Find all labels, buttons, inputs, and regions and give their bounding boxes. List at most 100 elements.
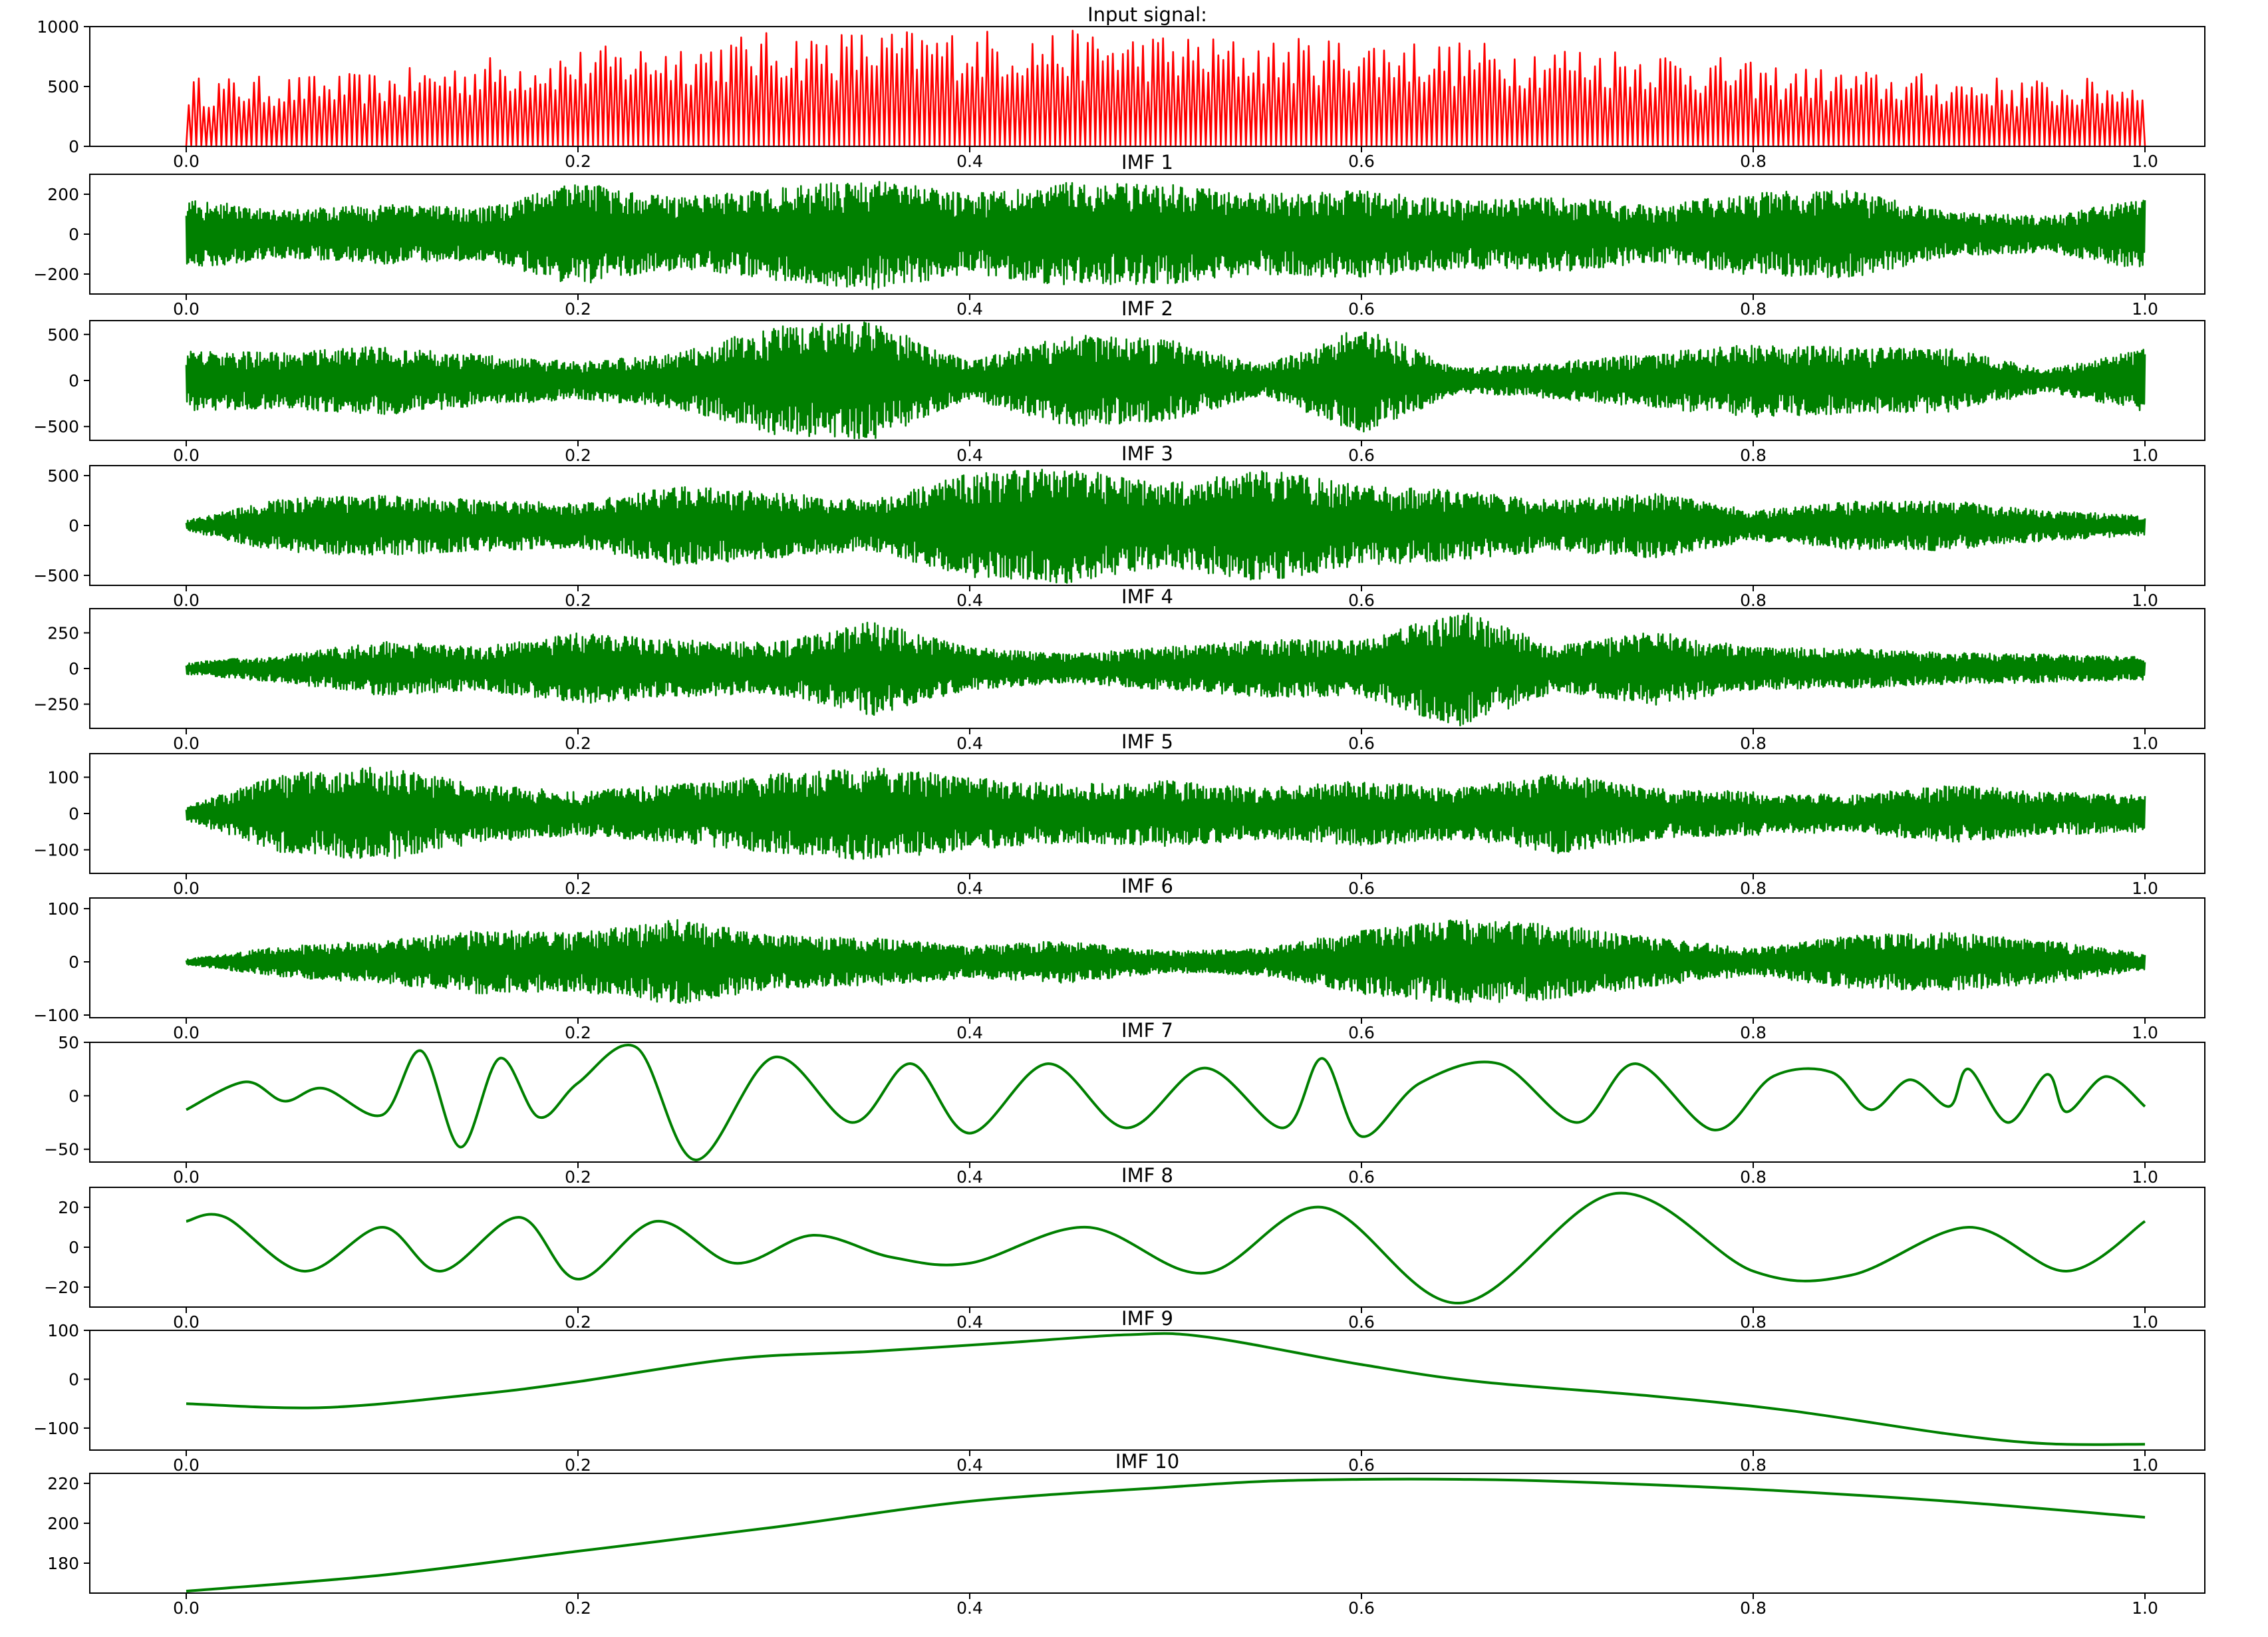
- y-tick-label: 50: [58, 1033, 79, 1052]
- axes-frame: [89, 1330, 2205, 1451]
- x-tick-label: 1.0: [2132, 734, 2158, 753]
- y-tick-label: 0: [69, 953, 79, 972]
- x-tick-label: 0.2: [565, 1312, 591, 1332]
- panel-title: Input signal:: [1087, 3, 1207, 26]
- x-tick-label: 0.8: [1740, 152, 1767, 171]
- y-tick-label: −250: [33, 695, 79, 714]
- panel-title: IMF 6: [1121, 875, 1173, 897]
- y-tick-label: 20: [58, 1198, 79, 1217]
- panel-title: IMF 5: [1121, 730, 1173, 753]
- x-tick-label: 0.4: [956, 591, 983, 610]
- x-tick-label: 1.0: [2132, 1455, 2158, 1475]
- imf-panel-5: IMF 5 −100 0 100 0.0 0.2 0.4 0.6 0.8 1.0: [33, 730, 2205, 898]
- x-tick-label: 0.6: [1348, 1023, 1375, 1042]
- x-tick-label: 0.4: [956, 1598, 983, 1618]
- x-tick-label: 0.0: [173, 1312, 200, 1332]
- x-tick-label: 0.2: [565, 1167, 591, 1187]
- x-tick-label: 0.8: [1740, 591, 1767, 610]
- x-tick-label: 0.4: [956, 734, 983, 753]
- series-line: [186, 1044, 2146, 1161]
- y-tick-label: 0: [69, 659, 79, 678]
- x-tick-label: 0.8: [1740, 1312, 1767, 1332]
- x-tick-label: 0.8: [1740, 1023, 1767, 1042]
- x-tick-label: 0.2: [565, 446, 591, 465]
- x-tick-label: 0.8: [1740, 446, 1767, 465]
- panel-title: IMF 8: [1121, 1164, 1173, 1187]
- series-line: [186, 1191, 2146, 1305]
- y-tick-label: 0: [69, 1370, 79, 1389]
- y-tick-label: 0: [69, 1238, 79, 1257]
- x-tick-label: 0.0: [173, 879, 200, 898]
- y-tick-label: −500: [33, 417, 79, 436]
- x-tick-label: 0.0: [173, 1598, 200, 1618]
- imf-panel-8: IMF 8 −20 0 20 0.0 0.2 0.4 0.6 0.8 1.0: [44, 1164, 2205, 1332]
- y-tick-label: 0: [69, 516, 79, 535]
- x-tick-label: 1.0: [2132, 1167, 2158, 1187]
- x-tick-label: 0.2: [565, 1455, 591, 1475]
- x-tick-label: 0.8: [1740, 1455, 1767, 1475]
- series-line: [185, 181, 2146, 290]
- x-tick-label: 1.0: [2132, 299, 2158, 319]
- y-tick-label: 0: [69, 1086, 79, 1106]
- x-tick-label: 0.4: [956, 446, 983, 465]
- x-tick-label: 0.8: [1740, 299, 1767, 319]
- y-tick-label: 200: [47, 185, 79, 204]
- x-tick-label: 0.6: [1348, 152, 1375, 171]
- x-tick-label: 0.6: [1348, 1598, 1375, 1618]
- x-tick-label: 0.6: [1348, 1455, 1375, 1475]
- panel-title: IMF 2: [1121, 297, 1173, 320]
- x-tick-label: 0.6: [1348, 446, 1375, 465]
- x-tick-label: 0.4: [956, 299, 983, 319]
- x-tick-label: 0.0: [173, 299, 200, 319]
- x-tick-label: 0.0: [173, 734, 200, 753]
- x-tick-label: 0.8: [1740, 1167, 1767, 1187]
- axes-frame: [89, 1187, 2205, 1308]
- y-tick-label: 500: [47, 325, 79, 345]
- y-tick-label: 200: [47, 1514, 79, 1533]
- x-tick-label: 0.2: [565, 734, 591, 753]
- x-tick-label: 0.4: [956, 152, 983, 171]
- x-tick-label: 0.6: [1348, 1312, 1375, 1332]
- imf-panel-2: IMF 2 −500 0 500 0.0 0.2 0.4 0.6 0.8 1.0: [33, 297, 2205, 465]
- x-tick-label: 0.0: [173, 1023, 200, 1042]
- x-tick-label: 0.6: [1348, 1167, 1375, 1187]
- x-tick-label: 0.8: [1740, 879, 1767, 898]
- series-line: [185, 468, 2146, 584]
- y-tick-label: −100: [33, 1419, 79, 1438]
- y-tick-label: 0: [69, 804, 79, 823]
- imf-panel-0: Input signal: 0 500 1000 0.0 0.2 0.4 0.6 0.8 1.0: [37, 3, 2205, 171]
- series-line: [186, 1332, 2146, 1446]
- y-tick-label: 500: [47, 466, 79, 486]
- x-tick-label: 0.6: [1348, 734, 1375, 753]
- panel-title: IMF 4: [1121, 585, 1173, 608]
- x-tick-label: 0.8: [1740, 1598, 1767, 1618]
- x-tick-label: 0.0: [173, 152, 200, 171]
- x-tick-label: 0.2: [565, 299, 591, 319]
- series-line: [185, 321, 2146, 440]
- x-tick-label: 1.0: [2132, 591, 2158, 610]
- x-tick-label: 0.2: [565, 1598, 591, 1618]
- x-tick-label: 0.6: [1348, 879, 1375, 898]
- x-tick-label: 0.2: [565, 879, 591, 898]
- x-tick-label: 0.0: [173, 446, 200, 465]
- imf-panel-10: IMF 10 180 200 220 0.0 0.2 0.4 0.6 0.8 1.0: [47, 1450, 2205, 1618]
- x-tick-label: 0.2: [565, 1023, 591, 1042]
- x-tick-label: 0.2: [565, 152, 591, 171]
- y-tick-label: −200: [33, 265, 79, 284]
- imf-panel-7: IMF 7 −50 0 50 0.0 0.2 0.4 0.6 0.8 1.0: [44, 1019, 2205, 1187]
- imf-panel-9: IMF 9 −100 0 100 0.0 0.2 0.4 0.6 0.8 1.0: [33, 1307, 2205, 1475]
- x-tick-label: 0.6: [1348, 591, 1375, 610]
- x-tick-label: 0.4: [956, 1167, 983, 1187]
- y-tick-label: −100: [33, 841, 79, 860]
- y-tick-label: 100: [47, 768, 79, 787]
- axes-frame: [89, 1473, 2205, 1594]
- y-tick-label: 100: [47, 899, 79, 919]
- imf-panel-4: IMF 4 −250 0 250 0.0 0.2 0.4 0.6 0.8 1.0: [33, 585, 2205, 753]
- x-tick-label: 1.0: [2132, 1023, 2158, 1042]
- axes-frame: [89, 1042, 2205, 1163]
- y-tick-label: 250: [47, 623, 79, 643]
- x-tick-label: 0.4: [956, 879, 983, 898]
- y-tick-label: 0: [69, 137, 79, 156]
- y-tick-label: −20: [44, 1278, 79, 1297]
